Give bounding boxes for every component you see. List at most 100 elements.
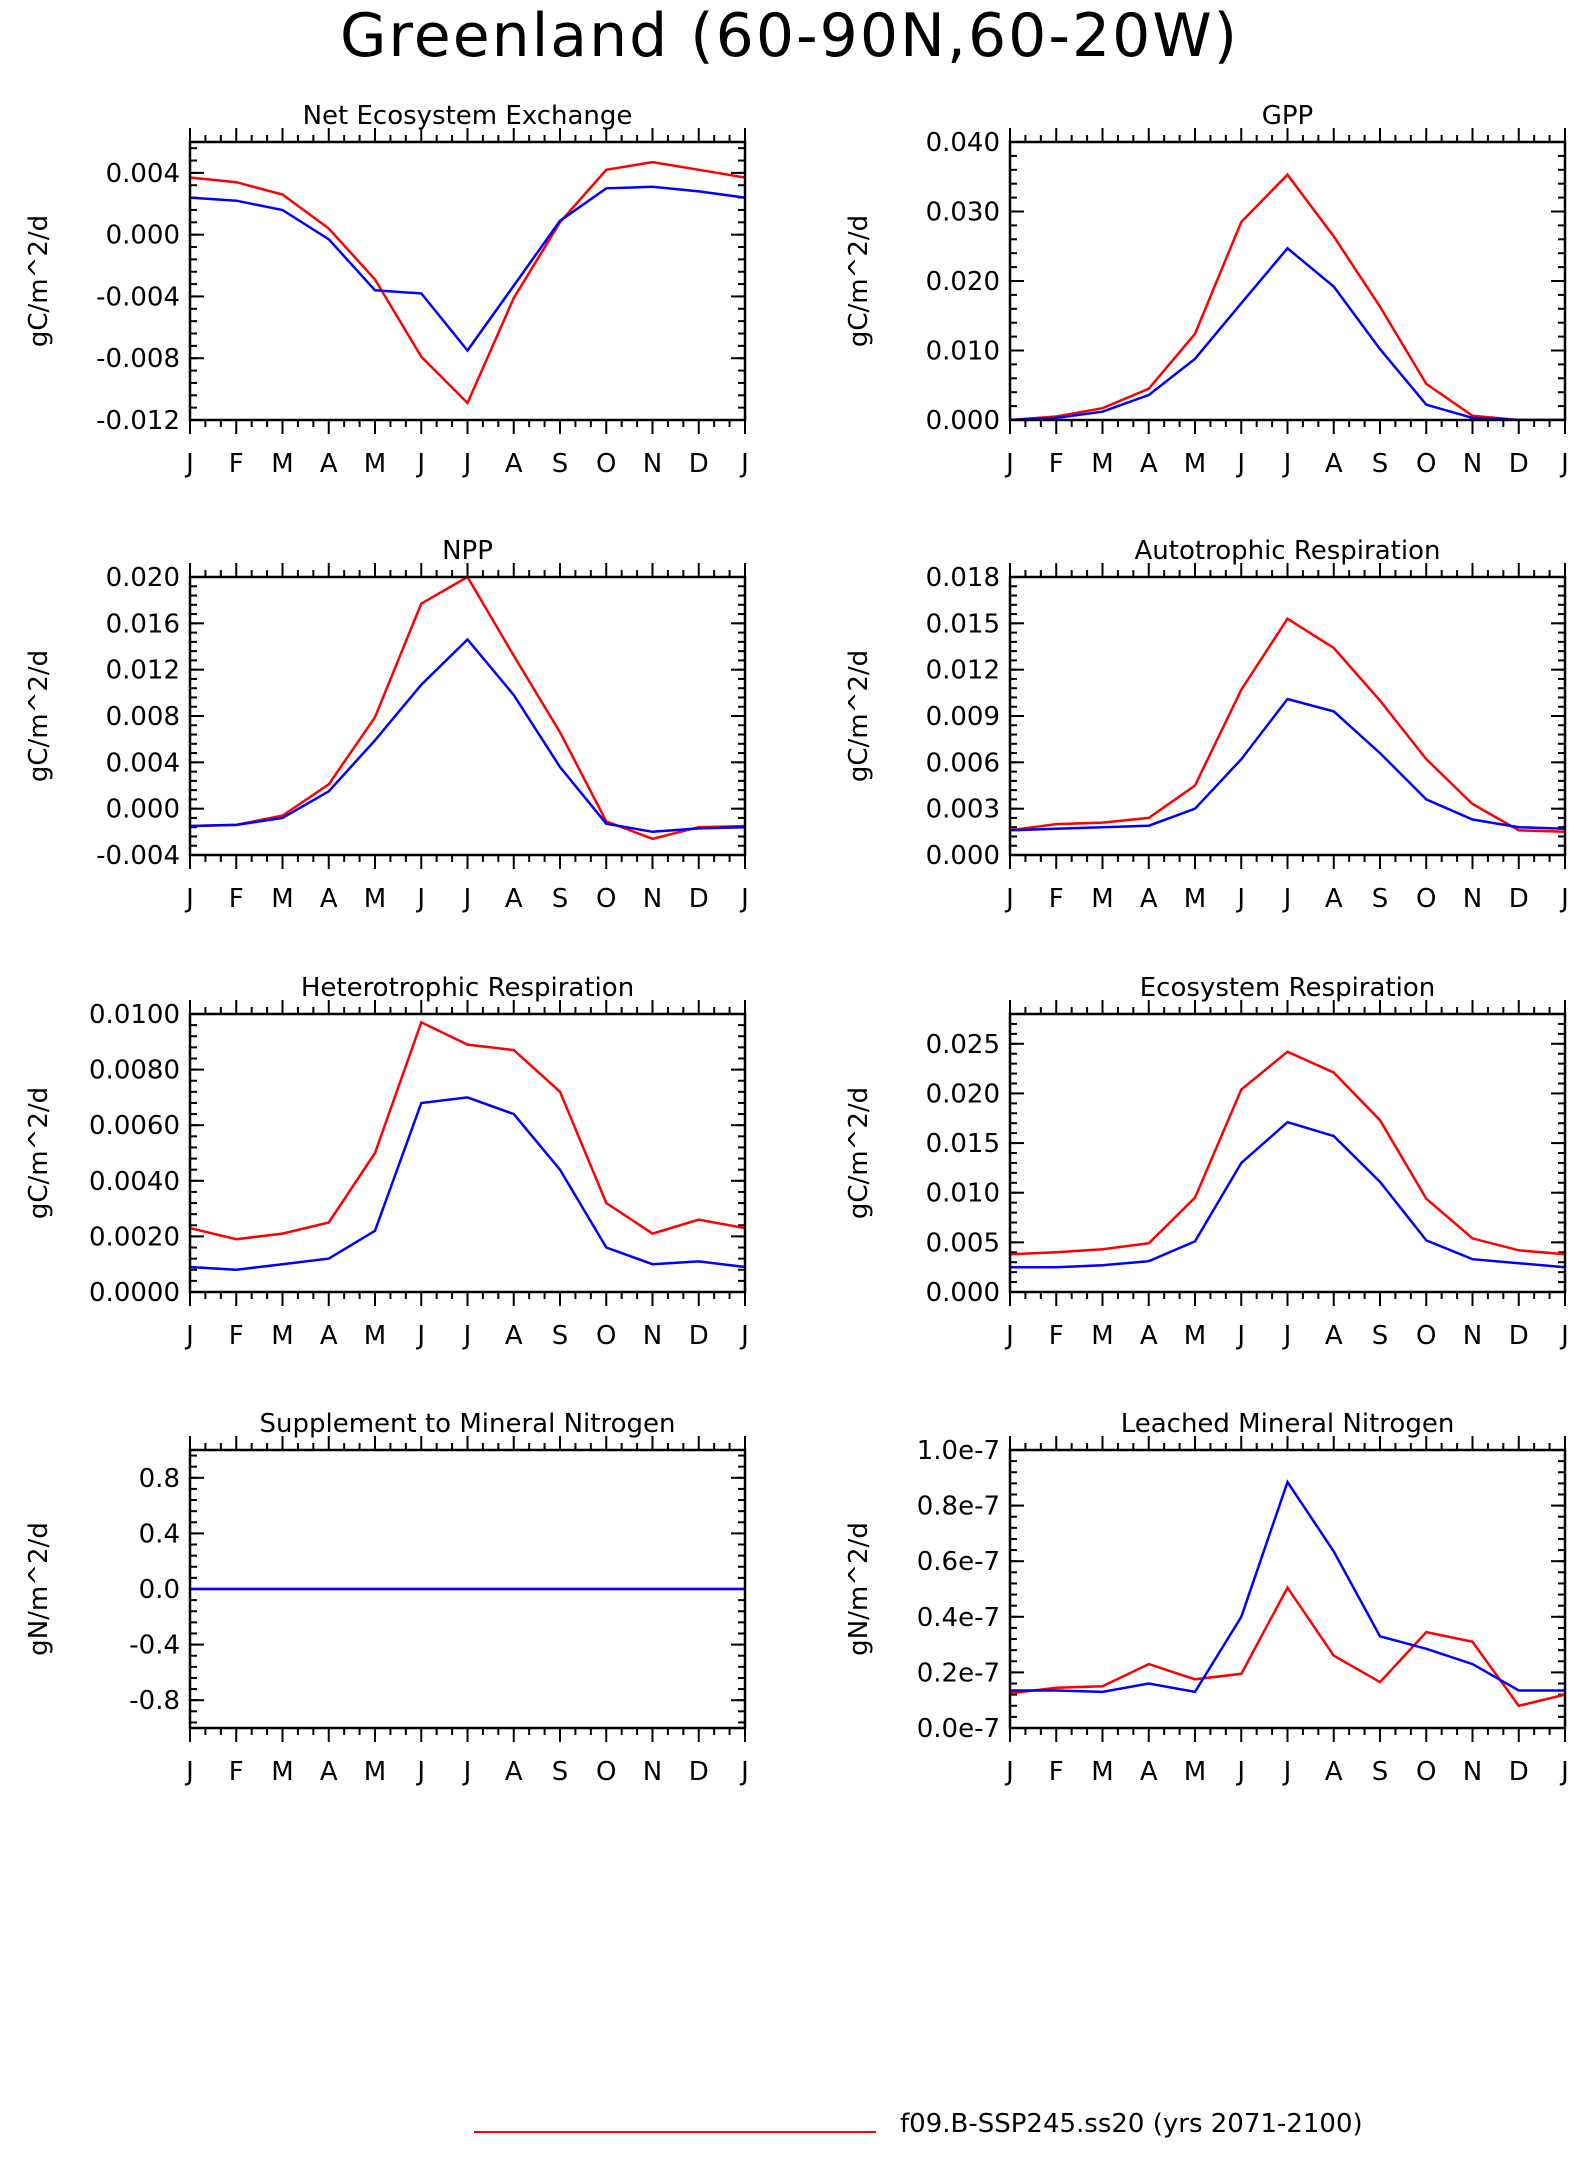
x-tick-label: O <box>1416 884 1436 914</box>
plot-frame <box>188 140 747 422</box>
y-tick-label: 0.016 <box>106 609 180 639</box>
y-tick-label: 0.0020 <box>89 1222 180 1252</box>
x-tick-label: A <box>320 449 338 479</box>
x-tick-label: S <box>1372 1321 1389 1351</box>
x-tick-label: M <box>364 1757 386 1787</box>
x-tick-label: S <box>552 1757 569 1787</box>
x-tick-label: F <box>229 884 244 914</box>
x-tick-label: J <box>739 449 749 479</box>
x-tick-label: D <box>689 1321 709 1351</box>
series-line-blue <box>1010 1120 1565 1269</box>
x-tick-label: F <box>1049 1757 1064 1787</box>
x-tick-label: S <box>552 884 569 914</box>
x-tick-label: M <box>1184 1321 1206 1351</box>
y-tick-label: 0.015 <box>926 609 1000 639</box>
y-tick-label: 0.020 <box>106 563 180 593</box>
y-tick-label: 0.0e-7 <box>917 1714 1000 1744</box>
x-tick-label: D <box>1509 1321 1529 1351</box>
y-tick-label: 0.000 <box>926 406 1000 436</box>
x-tick-label: J <box>184 1757 194 1787</box>
y-tick-label: 0.003 <box>926 795 1000 825</box>
x-tick-label: A <box>505 1757 523 1787</box>
x-tick-label: J <box>184 1321 194 1351</box>
y-tick-label: 0.2e-7 <box>917 1658 1000 1688</box>
y-tick-label: 0.020 <box>926 267 1000 297</box>
x-tick-label: J <box>739 1321 749 1351</box>
x-tick-label: A <box>505 1321 523 1351</box>
y-tick-label: 0.0040 <box>89 1167 180 1197</box>
x-tick-label: M <box>1091 1757 1113 1787</box>
y-tick-label: 0.025 <box>926 1030 1000 1060</box>
y-tick-label: 0.0100 <box>89 1000 180 1030</box>
chart-title: Ecosystem Respiration <box>1140 973 1435 1003</box>
chart-title: NPP <box>442 536 493 566</box>
series-line-blue <box>190 185 745 353</box>
x-tick-label: O <box>1416 1321 1436 1351</box>
x-tick-label: A <box>320 1757 338 1787</box>
y-tick-label: -0.012 <box>96 406 180 436</box>
y-tick-label: 0.6e-7 <box>917 1547 1000 1577</box>
x-tick-label: J <box>462 1757 472 1787</box>
plot-frame <box>1008 140 1567 422</box>
x-tick-label: A <box>1325 449 1343 479</box>
y-axis-label: gC/m^2/d <box>844 215 874 347</box>
y-tick-label: 0.000 <box>106 795 180 825</box>
x-tick-label: J <box>1282 449 1292 479</box>
y-axis-label: gC/m^2/d <box>24 650 54 782</box>
x-tick-label: J <box>1559 884 1569 914</box>
x-tick-label: J <box>1559 449 1569 479</box>
x-tick-label: A <box>1140 1757 1158 1787</box>
x-tick-label: J <box>1235 1757 1245 1787</box>
x-tick-label: S <box>552 449 569 479</box>
x-tick-label: M <box>1184 1757 1206 1787</box>
x-tick-label: J <box>1282 1757 1292 1787</box>
chart-panel: Heterotrophic Respiration gC/m^2/d 0.0000 0… <box>24 973 749 1351</box>
y-tick-label: 0.005 <box>926 1228 1000 1258</box>
x-tick-label: S <box>552 1321 569 1351</box>
chart-panel: Ecosystem Respiration gC/m^2/d 0.000 0.005 0… <box>844 973 1569 1351</box>
y-tick-label: 0.0060 <box>89 1111 180 1141</box>
legend-label: f09.B-SSP245.ss20 (yrs 2071-2100) <box>900 2109 1363 2139</box>
y-axis-label: gC/m^2/d <box>24 215 54 347</box>
x-tick-label: J <box>1235 884 1245 914</box>
x-tick-label: N <box>1463 449 1482 479</box>
x-tick-label: D <box>689 449 709 479</box>
y-tick-label: 0.004 <box>106 159 180 189</box>
y-tick-label: 1.0e-7 <box>917 1436 1000 1466</box>
x-tick-label: A <box>1325 884 1343 914</box>
x-tick-label: A <box>505 884 523 914</box>
x-tick-label: J <box>1004 1757 1014 1787</box>
x-tick-label: D <box>1509 449 1529 479</box>
chart-title: Net Ecosystem Exchange <box>303 101 633 131</box>
series-line-red <box>1010 616 1565 834</box>
x-tick-label: N <box>643 449 662 479</box>
series-line-blue <box>190 1096 745 1272</box>
plot-frame <box>188 1448 747 1730</box>
y-tick-label: 0.000 <box>926 841 1000 871</box>
x-tick-label: J <box>462 1321 472 1351</box>
series-line-blue <box>1010 246 1565 420</box>
chart-title: GPP <box>1262 101 1314 131</box>
x-tick-label: N <box>643 1757 662 1787</box>
plot-frame <box>188 1012 747 1294</box>
series-line-red <box>190 1020 745 1241</box>
x-tick-label: J <box>184 449 194 479</box>
y-tick-label: 0.0 <box>139 1575 180 1605</box>
x-tick-label: A <box>320 884 338 914</box>
x-tick-label: N <box>643 1321 662 1351</box>
x-tick-label: J <box>739 884 749 914</box>
x-tick-label: J <box>1004 1321 1014 1351</box>
x-tick-label: J <box>184 884 194 914</box>
x-tick-label: M <box>1184 449 1206 479</box>
x-tick-label: A <box>1325 1757 1343 1787</box>
y-tick-label: -0.008 <box>96 344 180 374</box>
y-tick-label: 0.009 <box>926 702 1000 732</box>
plot-frame <box>1008 1448 1567 1730</box>
series-line-red <box>190 577 745 841</box>
y-axis-label: gC/m^2/d <box>24 1087 54 1219</box>
x-tick-label: J <box>1004 449 1014 479</box>
y-tick-label: 0.040 <box>926 128 1000 158</box>
x-tick-label: J <box>415 449 425 479</box>
x-tick-label: O <box>596 884 616 914</box>
x-tick-label: D <box>689 1757 709 1787</box>
